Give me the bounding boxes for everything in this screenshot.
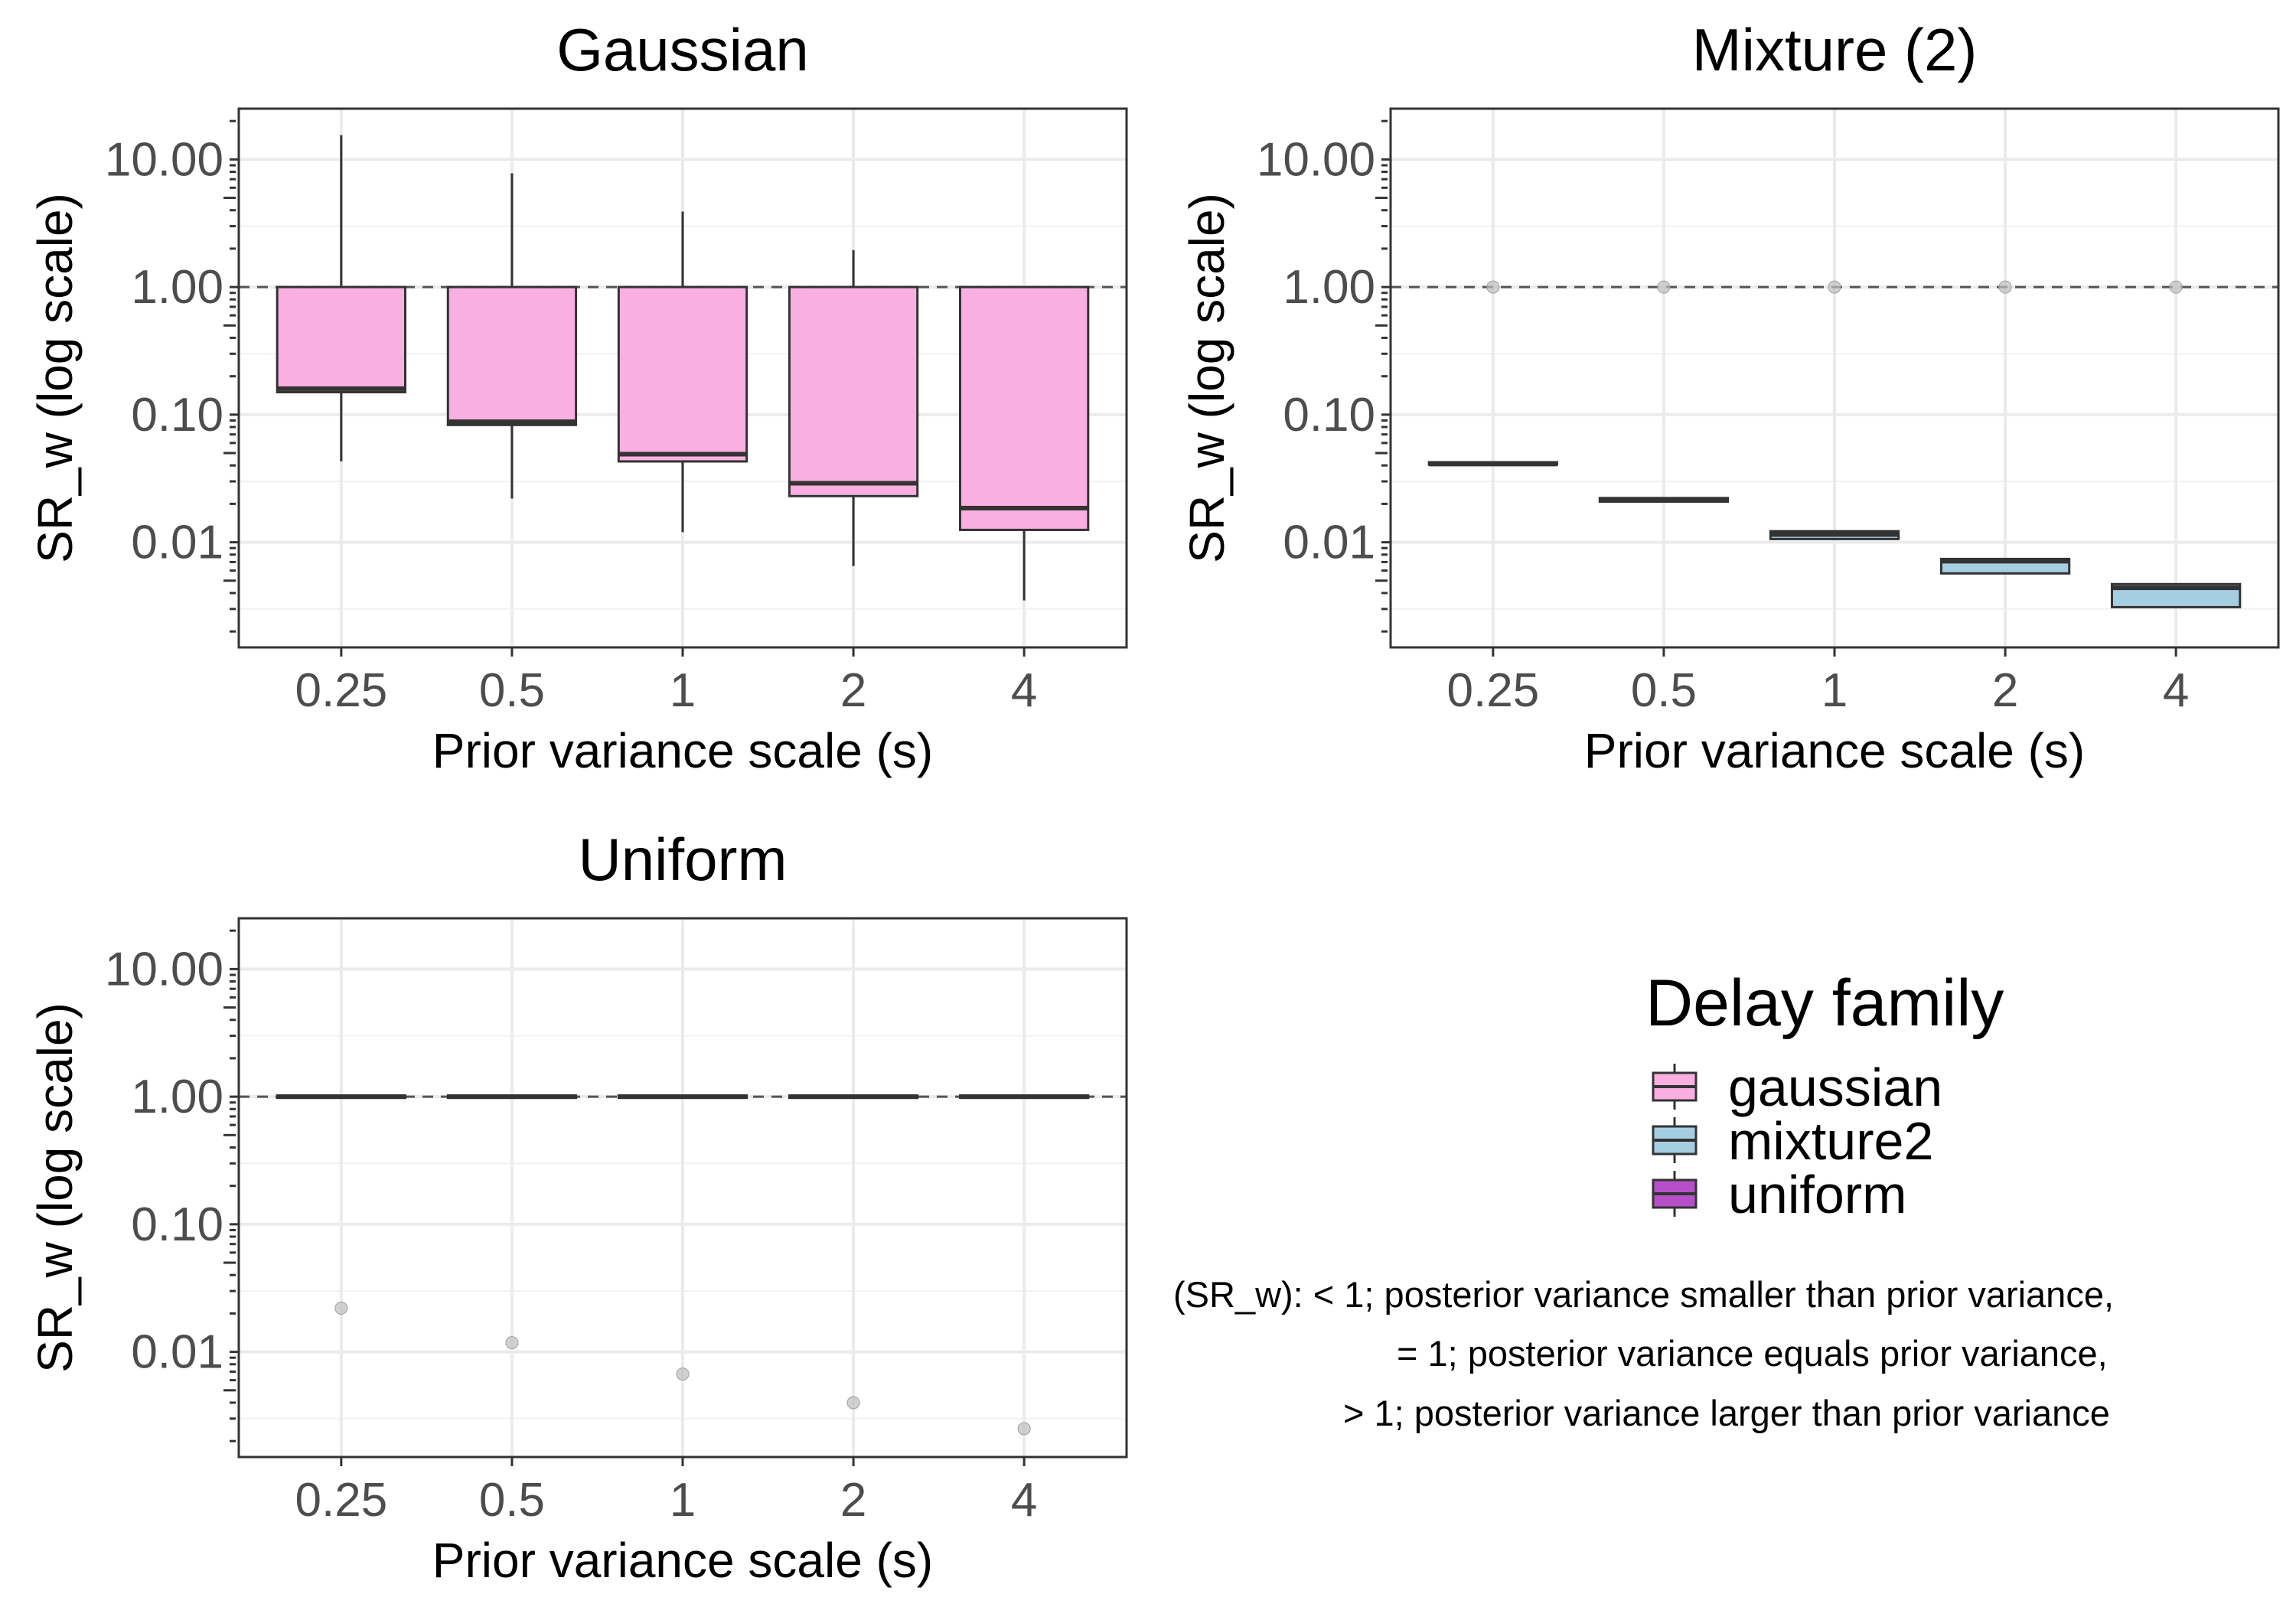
y-axis-title: SR_w (log scale)	[28, 1002, 83, 1373]
x-tick-label: 1	[670, 664, 696, 717]
box-mixture2-4	[2111, 582, 2242, 608]
y-tick-label: 10.00	[1257, 133, 1375, 186]
x-tick-label: 1	[670, 1474, 696, 1527]
y-axis-title: SR_w (log scale)	[28, 193, 83, 563]
box-body	[788, 285, 919, 497]
x-tick-label: 0.5	[479, 1474, 545, 1527]
legend-label: uniform	[1728, 1165, 1906, 1224]
x-axis-title: Prior variance scale (s)	[1584, 723, 2085, 778]
box-gaussian-4	[959, 285, 1090, 601]
outlier-point	[1017, 1422, 1031, 1436]
x-tick-label: 0.25	[1447, 664, 1540, 717]
outlier-point	[505, 1336, 519, 1350]
legend-label: mixture2	[1728, 1111, 1933, 1171]
outlier-point	[846, 1396, 860, 1410]
outlier-point	[1657, 280, 1671, 294]
y-tick-label: 0.10	[131, 1198, 223, 1251]
box-uniform-1	[617, 1094, 748, 1100]
x-tick-label: 2	[840, 1474, 866, 1527]
note-line-3: > 1; posterior variance larger than prio…	[1343, 1393, 2110, 1433]
box-uniform-0.5	[446, 1094, 578, 1100]
box-gaussian-0.25	[276, 135, 407, 461]
note-line-1: (SR_w): < 1; posterior variance smaller …	[1173, 1274, 2114, 1315]
box-uniform-0.25	[276, 1094, 407, 1100]
legend-title: Delay family	[1645, 966, 2004, 1040]
legend-entry-mixture2: mixture2	[1652, 1111, 1933, 1171]
outlier-point	[676, 1367, 690, 1381]
y-tick-label: 1.00	[1283, 261, 1375, 314]
x-tick-label: 2	[1992, 664, 2018, 717]
x-tick-label: 0.25	[295, 664, 388, 717]
x-tick-label: 4	[1011, 664, 1037, 717]
outlier-point	[1828, 280, 1841, 294]
outlier-point	[1998, 280, 2012, 294]
y-tick-label: 0.10	[1283, 389, 1375, 442]
y-tick-label: 10.00	[105, 943, 223, 996]
y-tick-label: 0.01	[1283, 517, 1375, 569]
x-tick-label: 0.5	[479, 664, 545, 717]
x-tick-label: 2	[840, 664, 866, 717]
x-tick-label: 1	[1821, 664, 1848, 717]
y-axis-title: SR_w (log scale)	[1179, 193, 1234, 563]
x-axis-title: Prior variance scale (s)	[432, 1533, 933, 1588]
legend-label: gaussian	[1728, 1058, 1942, 1117]
box-gaussian-2	[788, 249, 919, 566]
panel-mixture2: 0.01 0.10 1.00 10.00 0.25 0.5 1 2 4 Mixture (2) Pr…	[1179, 16, 2280, 778]
y-tick-label: 0.01	[131, 1326, 223, 1379]
panel-title: Gaussian	[556, 16, 809, 83]
panel-uniform: 0.01 0.10 1.00 10.00 0.25 0.5 1 2 4 Uniform Prior …	[28, 826, 1128, 1588]
box-uniform-4	[959, 1094, 1090, 1100]
box-mixture2-0.5	[1598, 497, 1730, 504]
box-uniform-2	[788, 1094, 919, 1100]
box-mixture2-0.25	[1427, 461, 1558, 467]
box-body	[617, 285, 748, 463]
outlier-point	[2169, 280, 2183, 294]
y-tick-label: 0.10	[131, 389, 223, 442]
box-body	[276, 285, 407, 393]
legend-entry-uniform: uniform	[1652, 1165, 1906, 1224]
y-tick-label: 0.01	[131, 517, 223, 569]
note: (SR_w): < 1; posterior variance smaller …	[1173, 1274, 2114, 1433]
box-gaussian-1	[617, 211, 748, 533]
panel-title: Mixture (2)	[1692, 16, 1978, 83]
y-tick-label: 1.00	[131, 1071, 223, 1123]
y-tick-label: 10.00	[105, 133, 223, 186]
panel-gaussian: 0.01 0.10 1.00 10.00 0.25 0.5 1 2 4 Gaussian Prior…	[28, 16, 1128, 778]
outlier-point	[334, 1302, 348, 1315]
note-line-2: = 1; posterior variance equals prior var…	[1397, 1333, 2108, 1374]
box-body	[446, 285, 578, 426]
x-tick-label: 4	[1011, 1474, 1037, 1527]
box-mixture2-2	[1939, 557, 2071, 575]
panel-title: Uniform	[578, 826, 787, 893]
x-tick-label: 0.25	[295, 1474, 388, 1527]
outlier-point	[1486, 280, 1500, 294]
x-axis-title: Prior variance scale (s)	[432, 723, 933, 778]
box-body	[959, 285, 1090, 531]
box-mixture2-1	[1769, 530, 1900, 540]
x-tick-label: 4	[2163, 664, 2189, 717]
panels-layer: 0.01 0.10 1.00 10.00 0.25 0.5 1 2 4 Gaussian Prior…	[28, 16, 2280, 1588]
x-tick-label: 0.5	[1631, 664, 1697, 717]
legend-entry-gaussian: gaussian	[1652, 1058, 1942, 1117]
y-tick-label: 1.00	[131, 261, 223, 314]
box-gaussian-0.5	[446, 173, 578, 499]
